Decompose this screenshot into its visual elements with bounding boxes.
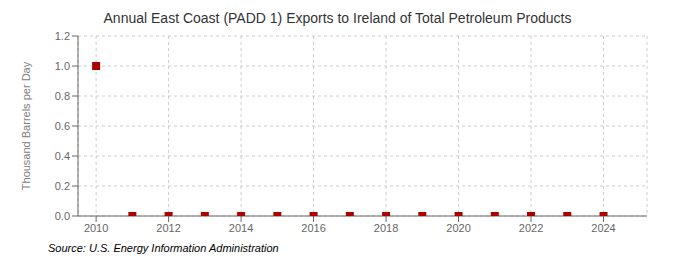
- svg-text:2014: 2014: [229, 222, 253, 234]
- svg-text:0.2: 0.2: [55, 180, 70, 192]
- svg-text:1.0: 1.0: [55, 60, 70, 72]
- html-text:Annual East Coast (PADD 1) Exp: Annual East Coast (PADD 1) Exports to Ir…: [103, 10, 572, 26]
- svg-text:2022: 2022: [519, 222, 543, 234]
- svg-text:Thousand Barrels per Day: Thousand Barrels per Day: [20, 61, 32, 190]
- svg-text:2020: 2020: [446, 222, 470, 234]
- svg-text:0.0: 0.0: [55, 210, 70, 222]
- svg-text:0.6: 0.6: [55, 120, 70, 132]
- svg-text:2012: 2012: [156, 222, 180, 234]
- svg-text:2016: 2016: [301, 222, 325, 234]
- svg-text:1.2: 1.2: [55, 30, 70, 42]
- html-text:Source: U.S. Energy Informatio: Source: U.S. Energy Information Administ…: [48, 242, 279, 254]
- svg-text:2024: 2024: [591, 222, 615, 234]
- svg-text:2018: 2018: [374, 222, 398, 234]
- svg-text:0.8: 0.8: [55, 90, 70, 102]
- svg-text:2010: 2010: [84, 222, 108, 234]
- svg-text:0.4: 0.4: [55, 150, 70, 162]
